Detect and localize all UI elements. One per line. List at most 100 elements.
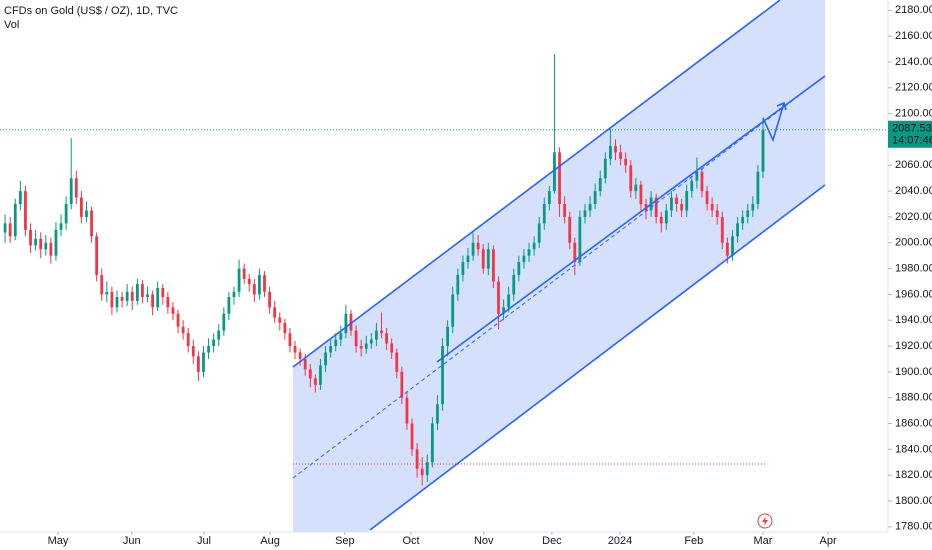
candle-body bbox=[568, 216, 572, 243]
y-tick-label: 1980.00 bbox=[895, 262, 932, 274]
candle-body bbox=[456, 275, 460, 295]
candle-body bbox=[715, 210, 719, 217]
candle-body bbox=[537, 223, 541, 243]
candle-body bbox=[375, 330, 378, 340]
candle-body bbox=[227, 296, 231, 314]
candle-body bbox=[74, 178, 78, 198]
candle-body bbox=[685, 191, 689, 211]
candle-body bbox=[492, 249, 495, 282]
candle-body bbox=[507, 294, 511, 308]
candle-body bbox=[146, 294, 149, 297]
candle-body bbox=[390, 343, 394, 353]
candle-body bbox=[400, 371, 404, 398]
candle-body bbox=[39, 238, 43, 250]
candle-body bbox=[593, 191, 597, 205]
candle-body bbox=[339, 333, 343, 340]
candle-body bbox=[583, 210, 587, 217]
candle-body bbox=[196, 356, 200, 372]
candle-body bbox=[283, 322, 287, 334]
candle-body bbox=[130, 291, 134, 301]
candle-body bbox=[364, 343, 368, 349]
candle-body bbox=[319, 365, 322, 385]
candle-body bbox=[420, 468, 424, 476]
candle-body bbox=[405, 397, 409, 424]
event-icon-bolt[interactable] bbox=[762, 516, 768, 526]
candle-body bbox=[624, 158, 628, 166]
candle-body bbox=[120, 296, 124, 301]
candle-body bbox=[466, 255, 470, 263]
y-tick-label: 1900.00 bbox=[895, 366, 932, 378]
x-tick-label: Mar bbox=[754, 535, 773, 547]
channel-middle bbox=[436, 75, 826, 363]
x-tick-label: Sep bbox=[335, 535, 355, 547]
y-tick-label: 2160.00 bbox=[895, 30, 932, 42]
candle-body bbox=[542, 204, 546, 224]
candle-body bbox=[726, 242, 729, 256]
y-tick-label: 2180.00 bbox=[895, 4, 932, 16]
candle-body bbox=[166, 296, 170, 308]
channel-lower bbox=[369, 184, 826, 531]
candle-body bbox=[415, 449, 419, 469]
y-tick-label: 1800.00 bbox=[895, 495, 932, 507]
chart-title: CFDs on Gold (US$ / OZ), 1D, TVC bbox=[4, 5, 178, 17]
candle-body bbox=[247, 278, 251, 285]
candle-body bbox=[481, 249, 485, 269]
candle-body bbox=[705, 191, 709, 205]
candle-body bbox=[156, 287, 160, 308]
candle-body bbox=[497, 281, 500, 314]
candle-body bbox=[614, 145, 617, 153]
candle-body bbox=[90, 210, 93, 237]
candle-body bbox=[675, 197, 678, 205]
candle-body bbox=[79, 197, 83, 217]
candle-body bbox=[756, 171, 760, 205]
candle-body bbox=[298, 352, 302, 359]
candle-body bbox=[344, 313, 348, 334]
candle-body bbox=[664, 210, 668, 224]
y-tick-label: 1820.00 bbox=[895, 469, 932, 481]
candle-body bbox=[369, 339, 373, 344]
y-tick-label: 2020.00 bbox=[895, 211, 932, 223]
channel-lines bbox=[292, 0, 826, 531]
candle-body bbox=[207, 346, 210, 353]
candle-body bbox=[654, 197, 658, 217]
candle-body bbox=[324, 352, 327, 366]
candle-body bbox=[720, 216, 724, 243]
candle-body bbox=[578, 216, 582, 263]
candle-body bbox=[237, 268, 241, 292]
candle-body bbox=[736, 223, 739, 237]
candle-body bbox=[354, 330, 358, 347]
candle-body bbox=[527, 249, 531, 256]
candle-body bbox=[451, 294, 455, 327]
candle-body bbox=[135, 284, 139, 301]
candle-body bbox=[151, 294, 154, 308]
candle-body bbox=[436, 404, 439, 424]
candles bbox=[0, 54, 888, 486]
x-tick-label: Jul bbox=[197, 535, 211, 547]
candle-body bbox=[609, 145, 612, 159]
candle-body bbox=[700, 171, 704, 192]
y-tick-label: 1780.00 bbox=[895, 521, 932, 533]
candle-body bbox=[13, 204, 17, 237]
candle-body bbox=[680, 204, 684, 211]
candle-body bbox=[263, 275, 266, 292]
candle-body bbox=[395, 352, 399, 372]
candle-body bbox=[303, 358, 307, 370]
candle-body bbox=[181, 326, 185, 334]
y-tick-label: 1940.00 bbox=[895, 314, 932, 326]
candle-body bbox=[202, 352, 205, 372]
candle-body bbox=[761, 129, 765, 172]
candle-body bbox=[217, 330, 221, 340]
candle-body bbox=[8, 223, 12, 237]
candle-body bbox=[100, 275, 104, 295]
event-icon[interactable] bbox=[757, 513, 773, 529]
candle-body bbox=[288, 333, 292, 347]
candle-body bbox=[242, 268, 246, 279]
candle-body bbox=[410, 423, 414, 450]
candle-body bbox=[731, 236, 734, 256]
y-tick-label: 1960.00 bbox=[895, 288, 932, 300]
candle-body bbox=[380, 330, 383, 334]
candle-body bbox=[588, 204, 592, 211]
y-tick-label: 2040.00 bbox=[895, 185, 932, 197]
candle-body bbox=[441, 346, 444, 405]
candle-body bbox=[425, 462, 429, 476]
